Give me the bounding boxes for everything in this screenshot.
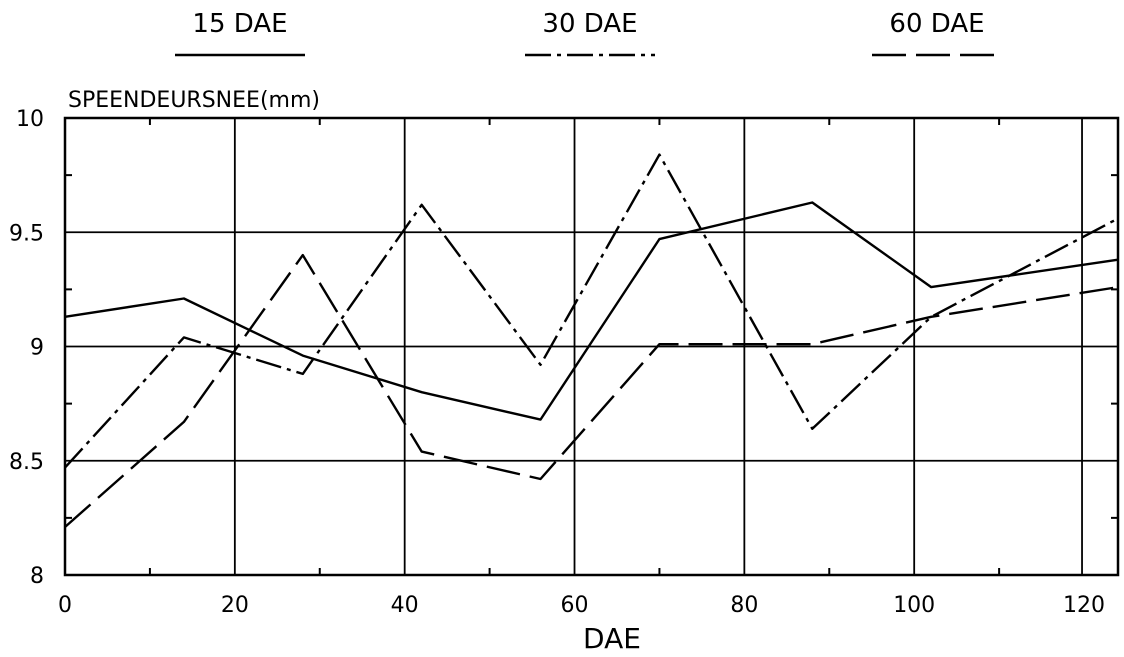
legend: 15 DAE 30 DAE 60 DAE bbox=[175, 9, 1002, 57]
series-line-2 bbox=[64, 153, 1119, 469]
y-tick-label: 8 bbox=[30, 564, 44, 589]
y-tick-label: 9 bbox=[30, 336, 44, 361]
x-axis-title: DAE bbox=[583, 622, 641, 655]
y-tick-label: 10 bbox=[16, 107, 44, 132]
plot-frame bbox=[63, 116, 1120, 577]
axis-ticks: 0 20 40 60 80 100 120 8 8.5 9 9.5 10 bbox=[9, 107, 1118, 618]
y-tick-label: 8.5 bbox=[9, 450, 44, 475]
x-tick-label: 80 bbox=[730, 593, 758, 618]
legend-label: 60 DAE bbox=[889, 9, 984, 39]
x-tick-label: 20 bbox=[221, 593, 249, 618]
y-axis-title: SPEENDEURSNEE(mm) bbox=[68, 88, 320, 113]
series-line-1 bbox=[64, 201, 1119, 421]
legend-label: 15 DAE bbox=[192, 9, 287, 39]
x-tick-label: 100 bbox=[893, 593, 935, 618]
x-tick-label: 120 bbox=[1063, 593, 1105, 618]
y-tick-label: 9.5 bbox=[9, 221, 44, 246]
gridlines bbox=[65, 118, 1118, 575]
x-tick-label: 0 bbox=[58, 593, 72, 618]
x-tick-label: 40 bbox=[391, 593, 419, 618]
series-line-3 bbox=[64, 253, 1119, 528]
series-lines bbox=[64, 153, 1119, 528]
x-tick-label: 60 bbox=[561, 593, 589, 618]
legend-label: 30 DAE bbox=[542, 9, 637, 39]
